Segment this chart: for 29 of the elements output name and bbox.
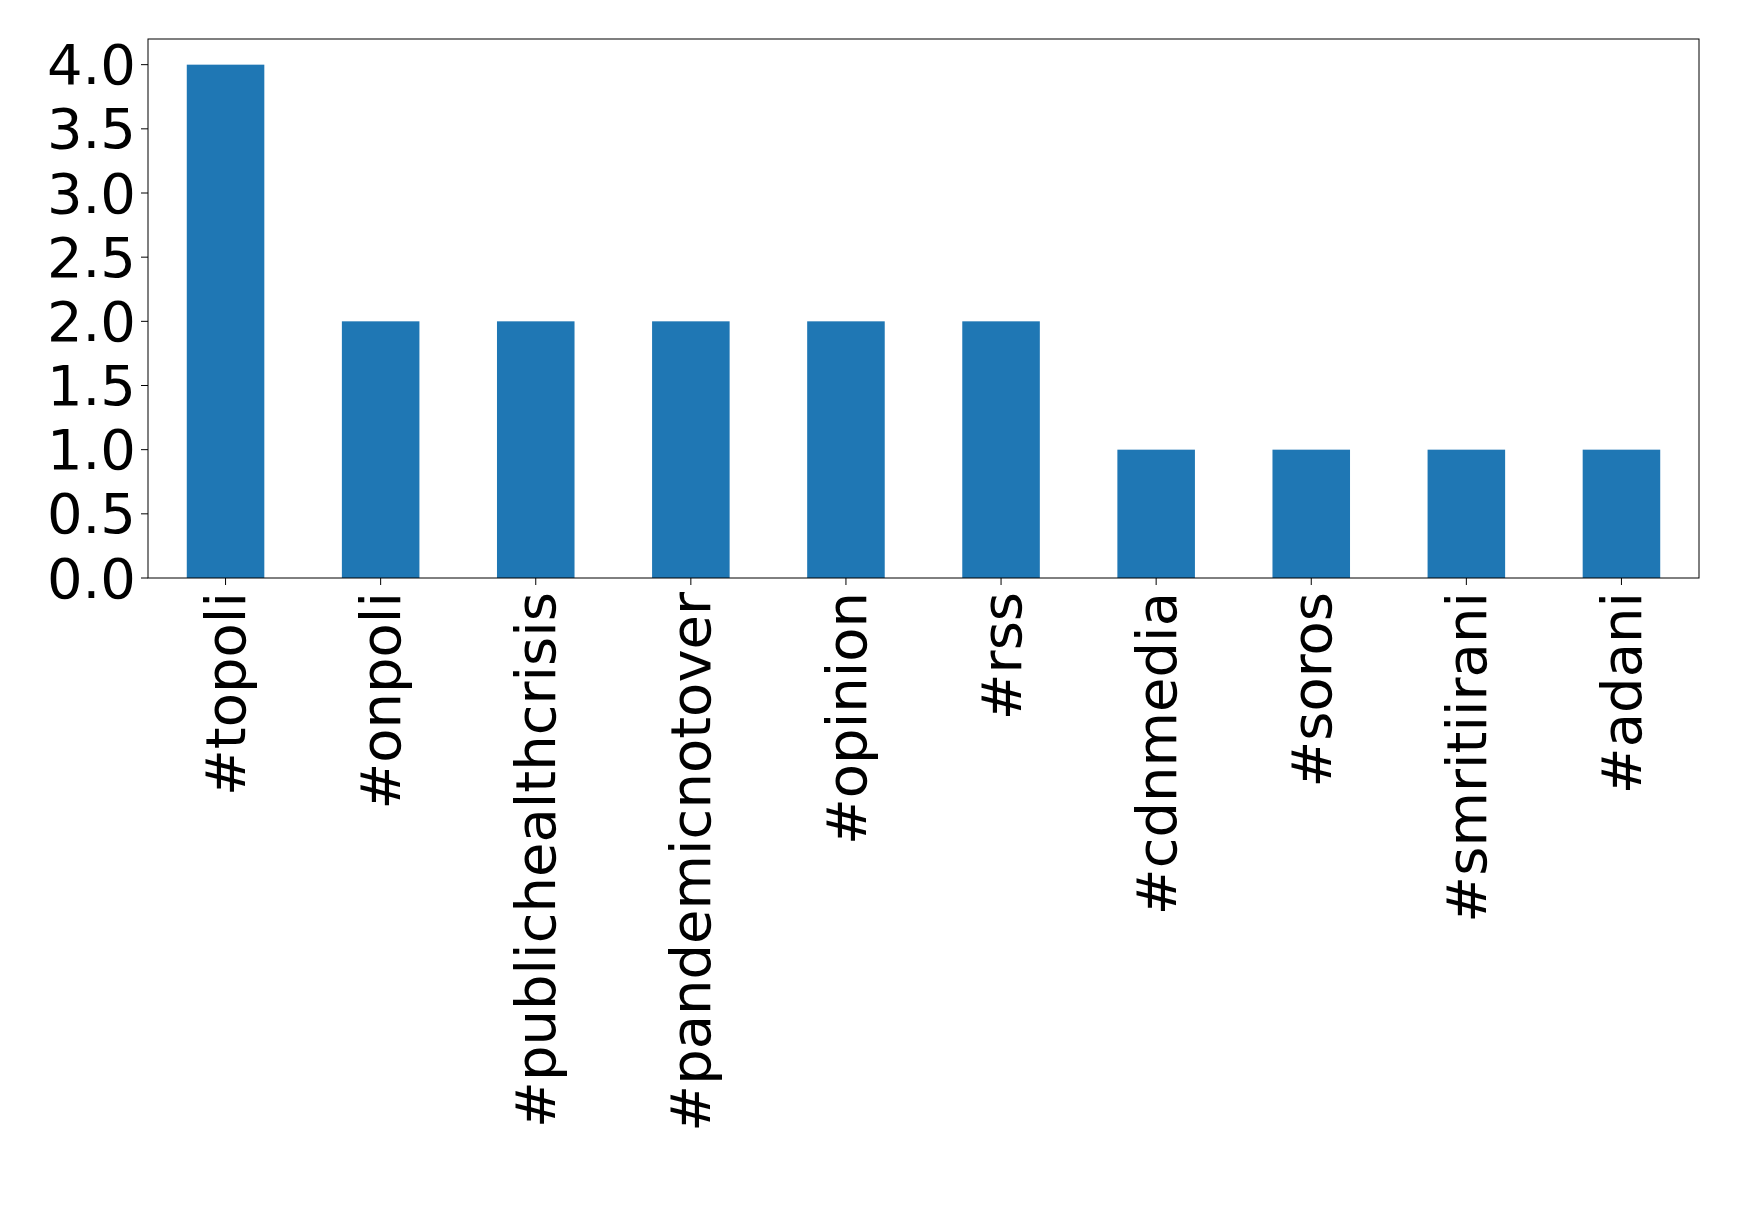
y-tick-label: 0.0 <box>46 545 136 611</box>
y-tick-label: 3.0 <box>46 160 136 226</box>
y-tick-label: 2.5 <box>46 224 136 290</box>
bar <box>1117 449 1195 578</box>
y-tick-label: 1.0 <box>46 417 136 483</box>
x-tick-label: #pandemicnotover <box>658 591 724 1132</box>
x-tick-label: #rss <box>968 592 1034 721</box>
y-tick-label: 1.5 <box>46 353 136 419</box>
y-tick-label: 3.5 <box>46 96 136 162</box>
x-tick-label: #smritiirani <box>1433 592 1499 923</box>
bar <box>341 321 420 578</box>
bar <box>186 64 265 578</box>
y-tick-label: 4.0 <box>46 32 136 98</box>
bar <box>1582 449 1661 578</box>
x-tick-label: #cdnmedia <box>1123 592 1189 916</box>
bar <box>807 321 885 578</box>
bar <box>1272 449 1351 578</box>
bar <box>962 321 1040 578</box>
x-tick-label: #soros <box>1278 592 1344 788</box>
x-tick-label: #adani <box>1589 592 1655 795</box>
x-tick-label: #publichealthcrisis <box>503 592 569 1128</box>
x-tick-label: #topoli <box>193 592 259 797</box>
bar <box>1427 449 1506 578</box>
y-tick-label: 2.0 <box>46 288 136 354</box>
y-tick-label: 0.5 <box>46 481 136 547</box>
bar <box>652 321 730 578</box>
x-tick-label: #opinion <box>813 592 879 846</box>
x-tick-label: #onpoli <box>348 592 414 810</box>
bar <box>496 321 575 578</box>
